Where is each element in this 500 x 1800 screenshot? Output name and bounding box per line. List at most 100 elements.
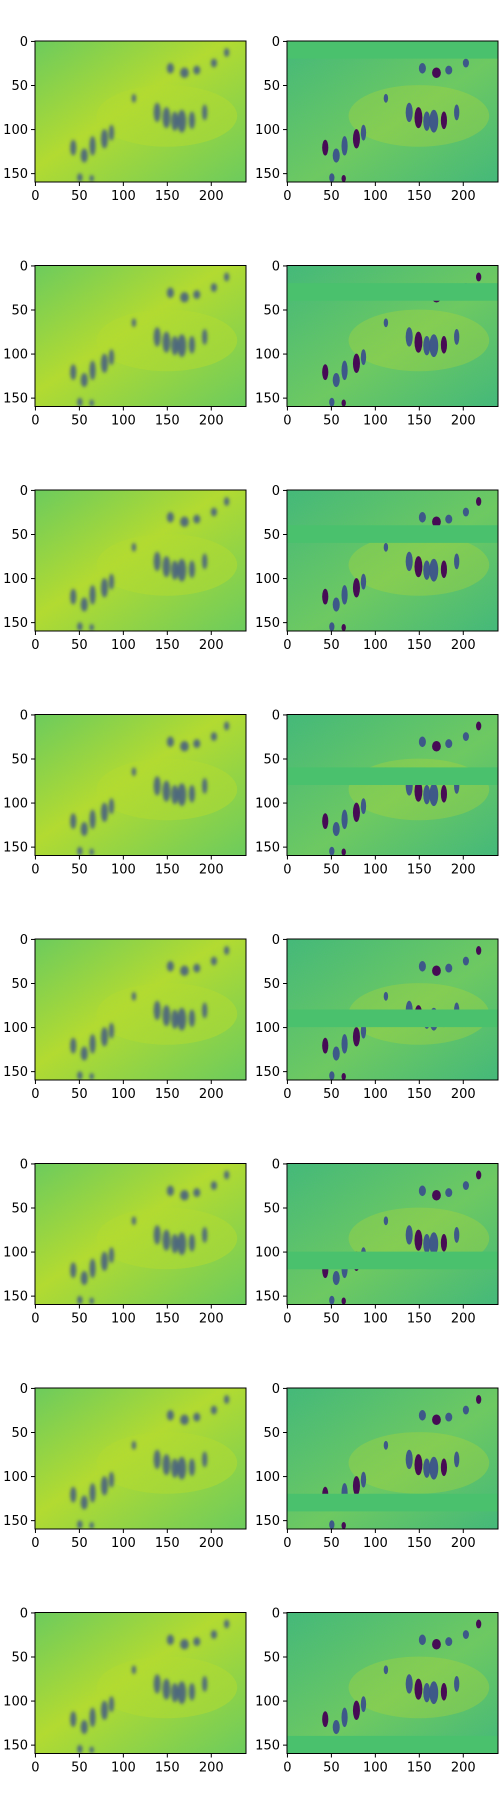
person-silhouette	[352, 1027, 360, 1047]
person-silhouette	[432, 67, 441, 79]
person-silhouette	[180, 1189, 189, 1201]
person-silhouette	[462, 1630, 469, 1639]
person-silhouette	[80, 1495, 88, 1510]
person-silhouette	[80, 822, 88, 837]
person-silhouette	[224, 48, 230, 57]
person-silhouette	[171, 336, 179, 356]
person-silhouette	[80, 148, 88, 163]
person-silhouette	[329, 173, 335, 182]
person-silhouette	[89, 399, 94, 407]
person-silhouette	[210, 956, 217, 966]
person-silhouette	[180, 67, 189, 79]
x-tick-label: 150	[155, 189, 180, 204]
y-tick-label: 50	[263, 753, 280, 768]
x-tick-label: 50	[71, 863, 88, 878]
person-silhouette	[360, 1696, 367, 1713]
person-silhouette	[476, 721, 482, 731]
x-tick-label: 0	[283, 189, 291, 204]
person-silhouette	[188, 560, 196, 579]
person-silhouette	[153, 1674, 161, 1694]
masked-band	[287, 1009, 498, 1028]
person-silhouette	[108, 1247, 115, 1264]
person-silhouette	[445, 1637, 453, 1646]
person-silhouette	[193, 514, 201, 524]
person-silhouette	[383, 991, 389, 1001]
person-silhouette	[322, 1037, 329, 1054]
person-silhouette	[180, 516, 189, 528]
person-silhouette	[166, 961, 174, 972]
y-tick-label: 150	[255, 1065, 280, 1080]
person-silhouette	[108, 1471, 115, 1488]
image-texture	[287, 41, 498, 182]
person-silhouette	[108, 1696, 115, 1713]
person-silhouette	[80, 1720, 88, 1735]
person-silhouette	[210, 732, 217, 741]
person-silhouette	[440, 1234, 448, 1252]
person-silhouette	[383, 93, 389, 103]
person-silhouette	[341, 1521, 346, 1529]
x-tick-label: 0	[283, 638, 291, 653]
y-tick-label: 150	[3, 841, 28, 856]
person-silhouette	[352, 1476, 360, 1496]
x-tick-label: 200	[199, 1761, 224, 1776]
y-tick-label: 100	[255, 123, 280, 138]
x-tick-label: 100	[111, 863, 136, 878]
person-silhouette	[162, 556, 171, 578]
person-silhouette	[429, 783, 439, 807]
person-silhouette	[89, 1746, 94, 1754]
axes-frame	[34, 265, 247, 407]
person-silhouette	[100, 1476, 108, 1496]
person-silhouette	[341, 399, 346, 407]
person-silhouette	[445, 1188, 453, 1197]
person-silhouette	[153, 551, 161, 572]
person-silhouette	[224, 1395, 230, 1404]
x-tick-label: 200	[451, 1536, 476, 1551]
image-texture	[35, 714, 246, 856]
person-silhouette	[70, 588, 77, 605]
person-silhouette	[210, 507, 217, 517]
image-panel: 0 50 100 150 200 0 50 100 150	[255, 35, 499, 204]
y-tick-label: 100	[3, 1470, 28, 1485]
axes-frame	[34, 1163, 247, 1305]
person-silhouette	[429, 109, 439, 133]
x-tick-label: 100	[111, 638, 136, 653]
y-tick-label: 0	[20, 484, 28, 499]
person-silhouette	[180, 1638, 189, 1650]
person-silhouette	[440, 1683, 448, 1701]
person-silhouette	[89, 1483, 96, 1503]
y-tick-label: 50	[263, 977, 280, 992]
person-silhouette	[210, 1630, 217, 1639]
masked-band	[287, 1493, 498, 1512]
person-silhouette	[405, 1449, 413, 1470]
person-silhouette	[171, 1683, 179, 1703]
person-silhouette	[100, 802, 108, 823]
person-silhouette	[202, 1002, 208, 1019]
person-silhouette	[153, 102, 161, 123]
person-silhouette	[177, 1456, 187, 1480]
person-silhouette	[153, 1225, 161, 1245]
x-tick-label: 50	[323, 1536, 340, 1551]
person-silhouette	[131, 318, 137, 328]
x-tick-label: 150	[155, 1087, 180, 1102]
person-silhouette	[177, 1681, 187, 1705]
person-silhouette	[360, 349, 367, 366]
person-silhouette	[108, 1022, 115, 1039]
person-silhouette	[360, 124, 367, 141]
person-silhouette	[180, 740, 189, 752]
person-silhouette	[100, 1251, 108, 1272]
axes-frame	[286, 938, 499, 1081]
person-silhouette	[329, 846, 335, 856]
person-silhouette	[341, 1034, 348, 1054]
person-silhouette	[210, 1405, 217, 1415]
y-tick-label: 150	[255, 616, 280, 631]
person-silhouette	[166, 736, 174, 748]
x-tick-label: 100	[111, 1087, 136, 1102]
person-silhouette	[405, 1674, 413, 1694]
person-silhouette	[440, 560, 448, 579]
person-silhouette	[171, 785, 179, 805]
person-silhouette	[193, 1188, 201, 1197]
image-panel: 0 50 100 150 200 0 50 100 150	[255, 1606, 499, 1776]
y-tick-label: 100	[255, 797, 280, 812]
y-tick-label: 100	[3, 572, 28, 587]
